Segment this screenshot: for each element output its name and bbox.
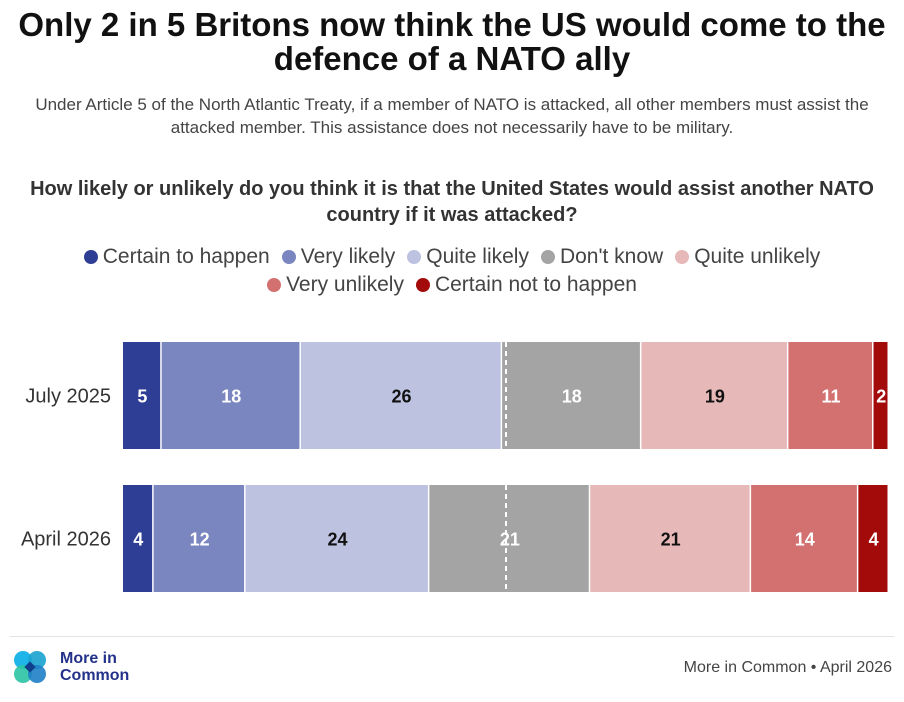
legend-item-quite-likely: Quite likely <box>407 245 529 269</box>
data-label: 14 <box>795 530 815 550</box>
bar-segment <box>590 485 750 592</box>
brand-logo: More in Common <box>10 647 150 687</box>
legend-label: Very likely <box>300 245 396 268</box>
legend-item-very-likely: Very likely <box>281 245 396 269</box>
chart-title: Only 2 in 5 Britons now think the US wou… <box>18 6 886 77</box>
more-in-common-logo-icon <box>14 651 46 683</box>
legend-item-certain-not-to-happen: Certain not to happen <box>415 273 637 297</box>
bar-segment <box>502 342 640 449</box>
legend-swatch <box>267 278 282 292</box>
bar-segment <box>751 485 857 592</box>
bar-segment <box>245 485 428 592</box>
legend-item-certain-to-happen: Certain to happen <box>83 245 270 269</box>
bar-segment <box>123 485 153 592</box>
legend-item-quite-unlikely: Quite unlikely <box>675 245 820 269</box>
legend-label: Don't know <box>559 245 664 268</box>
data-label: 21 <box>661 530 681 550</box>
source-note: More in Common • April 2026 <box>683 659 892 676</box>
bar-segment <box>153 485 245 592</box>
legend-swatch <box>675 250 690 264</box>
legend-swatch <box>83 250 98 264</box>
footer-divider <box>10 636 894 637</box>
legend-item-very-unlikely: Very unlikely <box>267 273 404 297</box>
bar-segment <box>429 485 589 592</box>
bar-segment <box>300 342 501 449</box>
data-label: 12 <box>190 530 210 550</box>
legend-swatch <box>415 278 430 292</box>
legend-label: Quite unlikely <box>694 245 821 268</box>
legend-label: Quite likely <box>426 245 529 268</box>
legend-swatch <box>281 250 296 264</box>
logo-text: More in Common <box>60 650 130 684</box>
legend-item-dont-know: Don't know <box>540 245 664 269</box>
data-label: 4 <box>133 530 143 550</box>
data-label: 18 <box>221 387 241 407</box>
legend-swatch <box>540 250 555 264</box>
data-label: 2 <box>876 387 886 407</box>
data-label: 21 <box>500 530 520 550</box>
data-label: 18 <box>562 387 582 407</box>
legend-row-2: Very unlikely Certain not to happen <box>0 271 904 299</box>
survey-question: How likely or unlikely do you think it i… <box>30 178 874 226</box>
legend: Certain to happen Very likely Quite like… <box>0 243 904 299</box>
legend-label: Very unlikely <box>286 273 404 296</box>
data-label: 4 <box>869 530 879 550</box>
bar-segment <box>123 342 161 449</box>
data-label: 11 <box>821 387 840 407</box>
bar-segment <box>858 485 888 592</box>
data-label: 19 <box>705 387 725 407</box>
data-label: 24 <box>327 530 347 550</box>
data-label: 26 <box>392 387 412 407</box>
bar-segment <box>161 342 300 449</box>
category-label: April 2026 <box>21 529 111 551</box>
data-label: 5 <box>137 387 147 407</box>
legend-label: Certain to happen <box>102 245 270 268</box>
bar-segment <box>873 342 888 449</box>
legend-swatch <box>407 250 422 264</box>
chart-subtitle: Under Article 5 of the North Atlantic Tr… <box>35 95 869 137</box>
bar-segment <box>788 342 873 449</box>
legend-label: Certain not to happen <box>434 273 637 296</box>
bar-segment <box>641 342 787 449</box>
legend-row-1: Certain to happen Very likely Quite like… <box>0 243 904 271</box>
category-label: July 2025 <box>25 386 111 408</box>
stacked-bar-chart: July 2025 5 18 26 18 19 11 2 April 2026 4 12 24 21 21… <box>21 342 888 592</box>
